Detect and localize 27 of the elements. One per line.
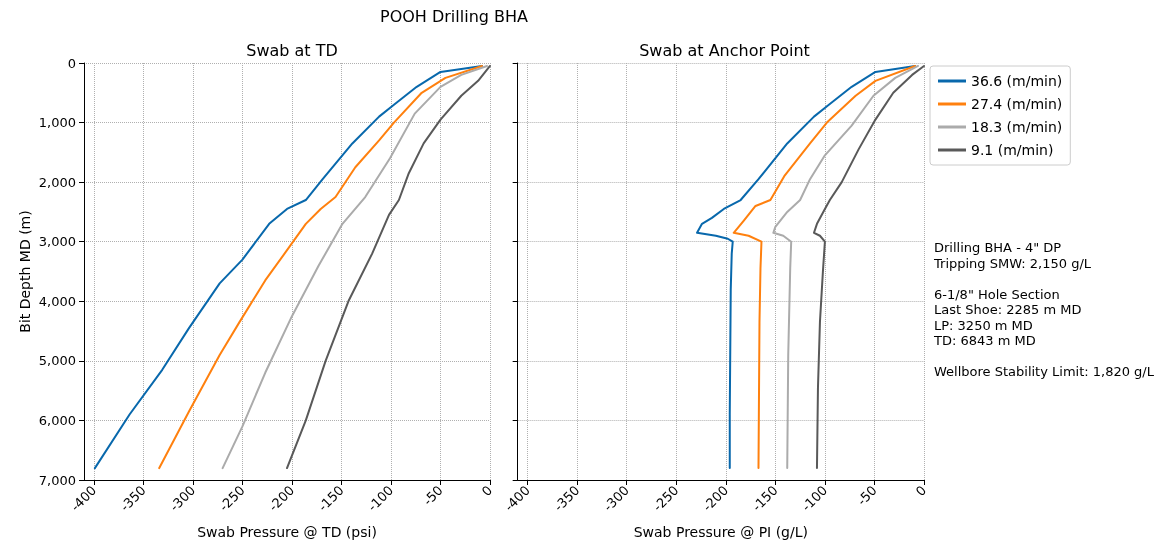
line-series [286,64,491,470]
text: 6-1/8" Hole Section Last Shoe: 2285 m MD LP: 3250 m MD TD: 6843 m MD [933,286,1082,349]
text: POOH Drilling BHA [380,6,529,26]
x-tick-label: -50 [420,482,446,509]
y-tick-label: 5,000 [38,353,76,369]
x-axis-title: Swab Pressure @ TD (psi) [197,524,377,540]
y-tick-label: 0 [67,55,76,71]
chart-title: Swab at Anchor Point [639,40,810,60]
legend-label: 9.1 (m/min) [971,142,1054,158]
legend-label: 18.3 (m/min) [971,119,1063,135]
y-axis-title: Bit Depth MD (m) [17,210,33,333]
y-tick-label: 6,000 [38,412,76,428]
y-tick-label: 3,000 [38,234,76,250]
text: Drilling BHA - 4" DP Tripping SMW: 2,150 g/L [933,240,1092,271]
y-tick-label: 4,000 [38,293,76,309]
line-series [158,64,484,470]
legend-label: 36.6 (m/min) [971,73,1063,89]
x-tick-label: 0 [912,482,930,500]
x-tick-label: -50 [854,482,880,509]
text: Wellbore Stability Limit: 1,820 g/L [934,364,1155,380]
y-tick-label: 1,000 [38,115,76,131]
y-tick-label: 2,000 [38,174,76,190]
legend-label: 27.4 (m/min) [971,96,1063,112]
x-axis-title: Swab Pressure @ PI (g/L) [633,524,808,540]
chart-title: Swab at TD [246,40,338,60]
y-tick-label: 7,000 [38,472,76,488]
x-tick-label: 0 [478,482,496,500]
